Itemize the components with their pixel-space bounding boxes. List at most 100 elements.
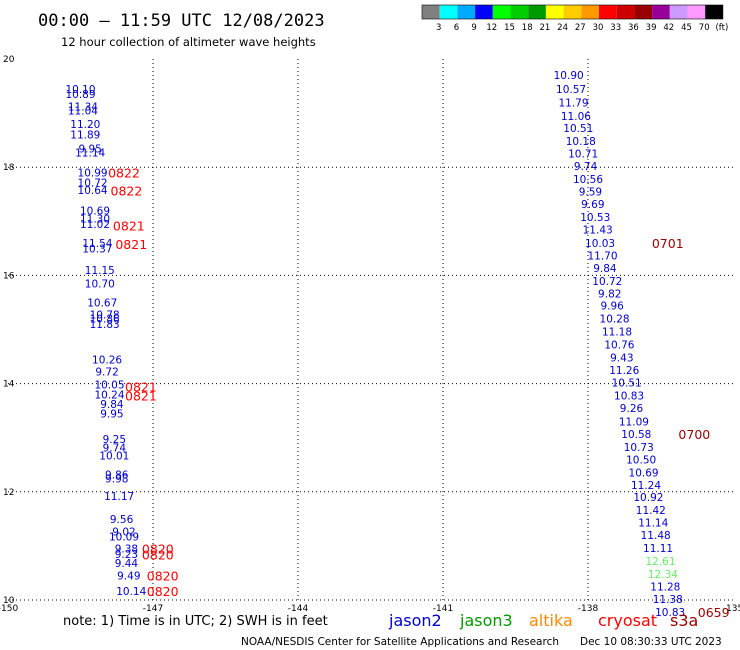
color-swatch xyxy=(581,5,599,19)
color-swatch xyxy=(439,5,458,19)
wave-height-label: 11.09 xyxy=(619,416,649,428)
y-tick-label: 14 xyxy=(3,380,15,390)
color-scale-label: 45 xyxy=(681,23,692,33)
wave-height-label: 9.23 xyxy=(115,549,138,561)
wave-height-label: 9.82 xyxy=(598,288,621,300)
color-swatch xyxy=(669,5,688,19)
wave-height-label: 12.61 xyxy=(645,556,675,568)
wave-height-label: 10.73 xyxy=(624,442,654,454)
y-tick-label: 10 xyxy=(3,596,15,606)
wave-height-label: 10.69 xyxy=(80,205,110,217)
satellite-legend: jason2 jason3 altika cryosat s3a xyxy=(388,611,698,630)
wave-height-label: 10.69 xyxy=(629,467,659,479)
wave-height-label: 10.86 xyxy=(90,314,120,326)
wave-height-label: 9.43 xyxy=(610,353,633,365)
wave-height-label: 11.14 xyxy=(638,518,668,530)
wave-height-label: 10.90 xyxy=(554,70,584,82)
wave-height-label: 9.59 xyxy=(579,187,602,199)
color-scale-label: 12 xyxy=(486,23,497,33)
wave-height-label: 10.92 xyxy=(633,492,663,504)
wave-height-label: 10.51 xyxy=(612,378,642,390)
satellite-legend-s3a: s3a xyxy=(670,611,698,630)
wave-height-label: 11.89 xyxy=(70,130,100,142)
wave-height-label: 10.78 xyxy=(90,309,120,321)
wave-height-label: 10.71 xyxy=(568,149,598,161)
wave-height-label: 10.56 xyxy=(573,174,603,186)
wave-height-label: 10.89 xyxy=(65,89,95,101)
wave-height-label: 9.74 xyxy=(574,161,598,173)
color-scale-label: 15 xyxy=(504,23,515,33)
x-tick-label: -150 xyxy=(0,604,18,614)
wave-height-label: 11.20 xyxy=(70,119,100,131)
color-scale-label: 39 xyxy=(646,23,657,33)
pass-time-label: 0659 xyxy=(698,605,730,620)
wave-height-label: 10.67 xyxy=(87,297,117,309)
wave-height-label: 10.57 xyxy=(556,84,586,96)
pass-time-label: 0822 xyxy=(111,183,143,198)
color-scale-legend: 3 6 9 12 15 18 21 24 27 30 33 36 39 42 45 70 (ft) xyxy=(421,4,728,33)
wave-height-label: 10.76 xyxy=(604,340,634,352)
pass-time-label: 0701 xyxy=(652,236,684,251)
color-scale-label: 18 xyxy=(522,23,533,33)
wave-height-label: 11.48 xyxy=(641,530,671,542)
wave-height-label: 11.02 xyxy=(80,219,110,231)
wave-height-labels: 10.1010.8911.3411.0411.2011.899.9511.141… xyxy=(65,70,729,620)
wave-height-label: 9.26 xyxy=(620,403,644,415)
wave-height-label: 11.38 xyxy=(653,594,683,606)
pass-time-label: 0820 xyxy=(142,548,174,563)
wave-height-label: 9.95 xyxy=(78,143,101,155)
wave-height-label: 9.25 xyxy=(103,434,126,446)
color-scale-label: 9 xyxy=(471,23,476,33)
wave-height-label: 10.51 xyxy=(563,123,593,135)
color-swatch xyxy=(457,5,476,19)
wave-height-label: 10.10 xyxy=(65,84,95,96)
wave-height-label: 10.24 xyxy=(94,389,124,401)
x-tick-label: -135 xyxy=(723,604,740,614)
x-tick-label: -144 xyxy=(288,604,309,614)
color-swatch xyxy=(422,5,440,19)
color-scale-label: 24 xyxy=(557,23,568,33)
color-swatch xyxy=(705,5,723,19)
y-tick-label: 16 xyxy=(3,271,15,281)
color-scale-label: 36 xyxy=(628,23,639,33)
wave-height-label: 10.64 xyxy=(78,185,108,197)
x-tick-label: -141 xyxy=(433,604,453,614)
wave-height-label: 10.58 xyxy=(621,429,651,441)
color-swatch xyxy=(528,5,546,19)
wave-height-label: 10.72 xyxy=(78,177,108,189)
color-swatch xyxy=(563,5,582,19)
wave-height-label: 9.02 xyxy=(112,526,135,538)
chart-title: 00:00 – 11:59 UTC 12/08/2023 xyxy=(38,11,325,31)
wave-height-label: 11.26 xyxy=(609,365,639,377)
pass-time-label: 0821 xyxy=(115,237,147,252)
wave-height-label: 11.30 xyxy=(80,214,110,226)
wave-height-label: 11.06 xyxy=(561,111,591,123)
wave-height-label: 9.38 xyxy=(115,544,138,556)
color-scale-border xyxy=(421,4,724,20)
color-scale-label: 6 xyxy=(454,23,459,33)
color-scale-label: (ft) xyxy=(715,23,728,33)
wave-height-label: 9.98 xyxy=(105,473,128,485)
wave-height-label: 9.44 xyxy=(115,558,139,570)
wave-height-label: 11.14 xyxy=(75,148,105,160)
wave-height-label: 9.72 xyxy=(95,367,118,379)
wave-height-label: 10.83 xyxy=(655,607,685,619)
pass-time-label: 0821 xyxy=(113,219,145,234)
wave-height-label: 11.79 xyxy=(558,97,588,109)
wave-height-label: 10.99 xyxy=(78,168,108,180)
color-swatch xyxy=(545,5,564,19)
y-tick-label: 12 xyxy=(3,488,14,498)
wave-height-label: 11.83 xyxy=(90,319,120,331)
color-scale-label: 27 xyxy=(575,23,586,33)
wave-height-label: 11.70 xyxy=(587,250,617,262)
y-tick-label: 18 xyxy=(3,163,15,173)
pass-time-label: 0822 xyxy=(108,166,140,181)
pass-time-label: 0820 xyxy=(147,584,179,599)
wave-height-label: 11.34 xyxy=(68,102,98,114)
axis-tick-labels: -150 -147 -144 -141 -138 -135 10 12 14 16 18 20 xyxy=(0,55,740,614)
satellite-legend-jason2: jason2 xyxy=(388,611,442,630)
color-swatch xyxy=(634,5,653,19)
color-swatch xyxy=(687,5,706,19)
wave-height-label: 11.17 xyxy=(104,491,134,503)
